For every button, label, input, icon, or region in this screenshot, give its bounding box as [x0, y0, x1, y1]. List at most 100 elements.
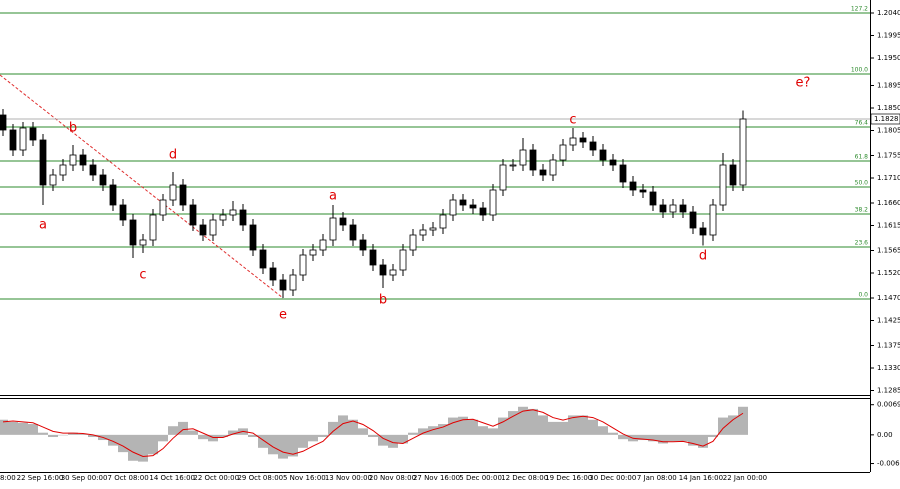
macd-bar: [188, 430, 198, 435]
fib-label: 61.8: [855, 154, 869, 161]
macd-bar: [688, 434, 698, 446]
macd-bar: [68, 432, 78, 435]
macd-bar: [738, 406, 748, 435]
candle-body: [459, 199, 467, 206]
candle-body: [9, 129, 17, 151]
macd-bar: [468, 419, 478, 435]
candle-body: [639, 189, 647, 193]
macd-bar: [38, 432, 48, 435]
candle-body: [209, 219, 217, 236]
fib-label: 100.0: [851, 67, 868, 74]
candle-body: [169, 184, 177, 201]
macd-bar: [278, 434, 288, 459]
signal-line: [2, 409, 744, 457]
y-tick-label: 1.1805: [877, 127, 900, 135]
macd-bar: [668, 434, 678, 442]
y-tick-label: 1.1425: [877, 317, 900, 325]
candle-body: [589, 141, 597, 151]
y-tick-label: 0.00698: [877, 401, 900, 409]
macd-bar: [498, 417, 508, 435]
macd-bar: [108, 434, 118, 446]
candle-body: [159, 199, 167, 216]
candle-body: [249, 224, 257, 251]
candle-body: [199, 224, 207, 236]
x-tick-label: 22 Jan 00:00: [723, 474, 767, 482]
wave-label: e: [279, 308, 287, 323]
candle-body: [699, 227, 707, 236]
macd-bar: [608, 432, 618, 435]
last-price-tag: [870, 113, 900, 125]
candle-body: [479, 207, 487, 216]
candle-body: [189, 204, 197, 226]
wave-label: a: [329, 189, 337, 204]
macd-bar: [88, 434, 98, 438]
macd-bar: [18, 422, 28, 435]
candle-body: [19, 127, 27, 151]
candle-body: [49, 174, 57, 186]
macd-bar: [408, 432, 418, 435]
candle-body: [69, 154, 77, 166]
macd-bar: [648, 434, 658, 442]
fib-label: 76.4: [855, 120, 869, 127]
candle-body: [369, 249, 377, 266]
macd-bar: [548, 421, 558, 435]
fib-label: 38.2: [855, 207, 869, 214]
macd-bar: [508, 411, 518, 435]
macd-bar: [8, 421, 18, 435]
macd-bar: [118, 434, 128, 453]
macd-bar: [158, 434, 168, 442]
candle-body: [29, 127, 37, 141]
macd-bar: [368, 434, 378, 438]
wave-label: d: [699, 249, 707, 264]
macd-bar: [358, 428, 368, 435]
candle-body: [399, 249, 407, 271]
wave-label: c: [569, 113, 576, 128]
candle-body: [509, 164, 517, 167]
y-tick-label: 1.1850: [877, 104, 900, 112]
candle-body: [259, 249, 267, 269]
x-tick-label: 7 Jan 08:00: [637, 474, 677, 482]
last-price-label: 1.1828: [874, 115, 899, 123]
macd-bar: [578, 415, 588, 435]
candle-body: [519, 149, 527, 166]
y-tick-label: 1.1615: [877, 222, 900, 230]
candle-body: [339, 217, 347, 226]
x-tick-label: 20 Nov 08:00: [369, 474, 416, 482]
macd-bar: [128, 434, 138, 461]
y-tick-label: 1.1330: [877, 364, 900, 372]
candle-body: [99, 174, 107, 186]
candle-body: [319, 239, 327, 251]
macd-bar: [388, 434, 398, 448]
candle-body: [559, 144, 567, 161]
y-tick-label: 0.00: [877, 431, 893, 439]
y-tick-label: 1.1470: [877, 294, 900, 302]
candle-body: [179, 184, 187, 206]
y-tick-label: 1.2040: [877, 9, 900, 17]
candle-body: [379, 264, 387, 276]
candle-body: [719, 164, 727, 206]
candle-body: [329, 217, 337, 241]
candle-body: [679, 204, 687, 213]
macd-bar: [678, 434, 688, 442]
fib-label: 0.0: [858, 292, 868, 299]
macd-bar: [698, 434, 708, 448]
trendline: [0, 74, 284, 299]
macd-bar: [518, 406, 528, 435]
wave-label: a: [39, 218, 47, 233]
candle-body: [629, 181, 637, 191]
candle-body: [489, 189, 497, 216]
wave-label: e?: [796, 76, 811, 91]
macd-bar: [448, 417, 458, 435]
candle-body: [549, 159, 557, 176]
x-tick-label: 22 Oct 00:00: [193, 474, 239, 482]
candle-body: [649, 191, 657, 206]
y-tick-label: 1.1660: [877, 199, 900, 207]
macd-bar: [398, 434, 408, 444]
macd-bar: [248, 434, 258, 438]
candle-body: [0, 114, 7, 131]
candle-body: [79, 154, 87, 166]
y-tick-label: 1.1950: [877, 54, 900, 62]
wave-label: d: [169, 148, 177, 163]
candle-body: [729, 164, 737, 186]
